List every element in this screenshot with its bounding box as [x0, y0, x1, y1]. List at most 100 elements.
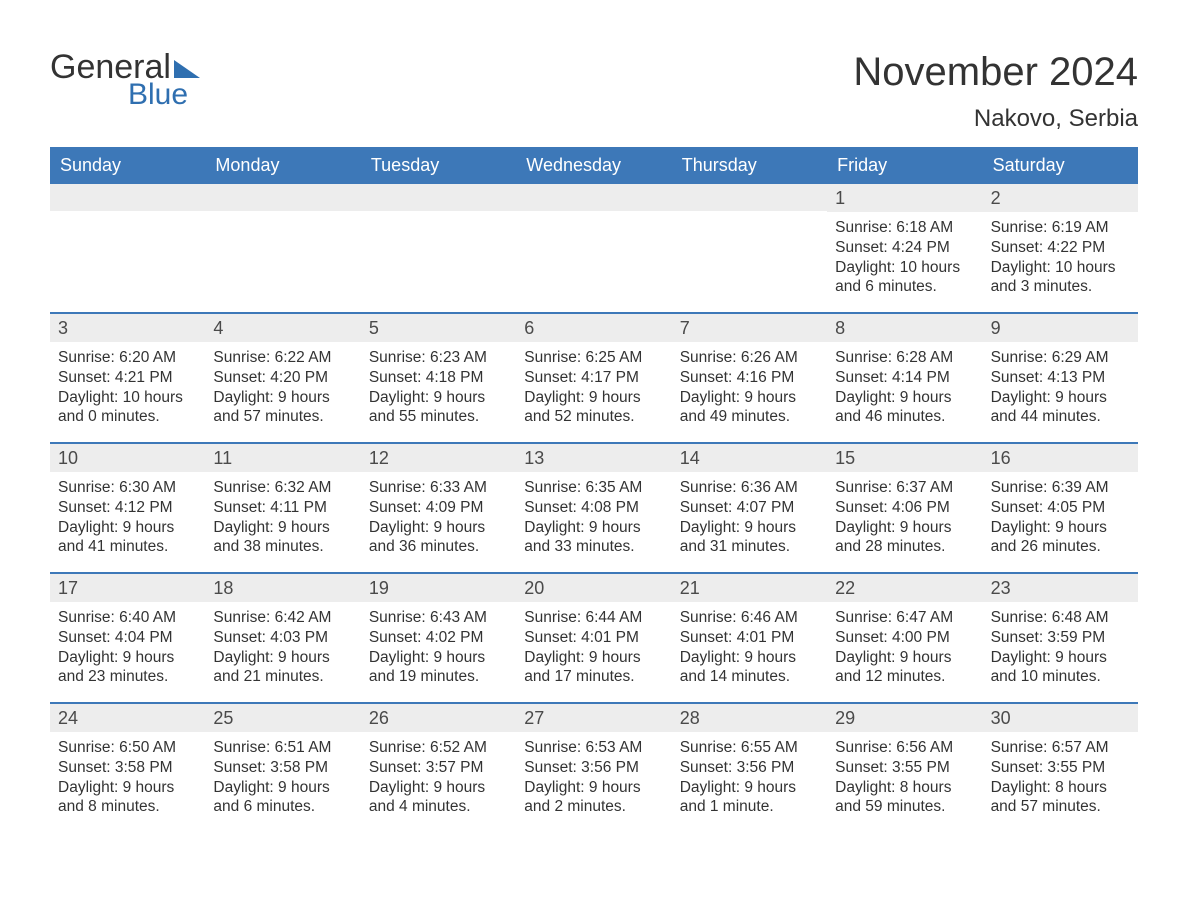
header: General Blue November 2024 Nakovo, Serbi… [50, 50, 1138, 133]
day-number: 1 [827, 184, 982, 212]
sunrise-text: Sunrise: 6:57 AM [991, 738, 1130, 758]
sunset-text: Sunset: 3:56 PM [680, 758, 819, 778]
day-details: Sunrise: 6:22 AMSunset: 4:20 PMDaylight:… [205, 342, 360, 435]
daylight-text: Daylight: 10 hours and 0 minutes. [58, 388, 197, 428]
day-details: Sunrise: 6:56 AMSunset: 3:55 PMDaylight:… [827, 732, 982, 825]
calendar-cell: 5Sunrise: 6:23 AMSunset: 4:18 PMDaylight… [361, 314, 516, 442]
calendar-cell: 1Sunrise: 6:18 AMSunset: 4:24 PMDaylight… [827, 184, 982, 312]
sunset-text: Sunset: 4:00 PM [835, 628, 974, 648]
calendar-cell: 23Sunrise: 6:48 AMSunset: 3:59 PMDayligh… [983, 574, 1138, 702]
daylight-text: Daylight: 9 hours and 26 minutes. [991, 518, 1130, 558]
sunset-text: Sunset: 4:05 PM [991, 498, 1130, 518]
day-number: 2 [983, 184, 1138, 212]
day-details: Sunrise: 6:18 AMSunset: 4:24 PMDaylight:… [827, 212, 982, 305]
daylight-text: Daylight: 9 hours and 33 minutes. [524, 518, 663, 558]
day-number: 25 [205, 704, 360, 732]
calendar-cell: 4Sunrise: 6:22 AMSunset: 4:20 PMDaylight… [205, 314, 360, 442]
sunrise-text: Sunrise: 6:47 AM [835, 608, 974, 628]
calendar-cell-empty [516, 184, 671, 312]
sunset-text: Sunset: 4:21 PM [58, 368, 197, 388]
day-details: Sunrise: 6:55 AMSunset: 3:56 PMDaylight:… [672, 732, 827, 825]
calendar-cell: 10Sunrise: 6:30 AMSunset: 4:12 PMDayligh… [50, 444, 205, 572]
day-details: Sunrise: 6:26 AMSunset: 4:16 PMDaylight:… [672, 342, 827, 435]
sunrise-text: Sunrise: 6:18 AM [835, 218, 974, 238]
calendar-cell: 9Sunrise: 6:29 AMSunset: 4:13 PMDaylight… [983, 314, 1138, 442]
dayname: Saturday [983, 147, 1138, 184]
sunset-text: Sunset: 4:13 PM [991, 368, 1130, 388]
sunrise-text: Sunrise: 6:29 AM [991, 348, 1130, 368]
day-number: 21 [672, 574, 827, 602]
sunset-text: Sunset: 3:58 PM [58, 758, 197, 778]
sunrise-text: Sunrise: 6:37 AM [835, 478, 974, 498]
sunset-text: Sunset: 3:55 PM [835, 758, 974, 778]
daylight-text: Daylight: 9 hours and 23 minutes. [58, 648, 197, 688]
calendar: SundayMondayTuesdayWednesdayThursdayFrid… [50, 147, 1138, 832]
day-number: 29 [827, 704, 982, 732]
daylight-text: Daylight: 8 hours and 57 minutes. [991, 778, 1130, 818]
calendar-cell: 14Sunrise: 6:36 AMSunset: 4:07 PMDayligh… [672, 444, 827, 572]
day-details: Sunrise: 6:23 AMSunset: 4:18 PMDaylight:… [361, 342, 516, 435]
day-number: 30 [983, 704, 1138, 732]
sunrise-text: Sunrise: 6:23 AM [369, 348, 508, 368]
daylight-text: Daylight: 9 hours and 12 minutes. [835, 648, 974, 688]
calendar-cell: 17Sunrise: 6:40 AMSunset: 4:04 PMDayligh… [50, 574, 205, 702]
sunset-text: Sunset: 4:24 PM [835, 238, 974, 258]
sunset-text: Sunset: 4:04 PM [58, 628, 197, 648]
day-number: 8 [827, 314, 982, 342]
calendar-cell: 24Sunrise: 6:50 AMSunset: 3:58 PMDayligh… [50, 704, 205, 832]
calendar-cell: 20Sunrise: 6:44 AMSunset: 4:01 PMDayligh… [516, 574, 671, 702]
daylight-text: Daylight: 9 hours and 38 minutes. [213, 518, 352, 558]
daylight-text: Daylight: 9 hours and 4 minutes. [369, 778, 508, 818]
sunrise-text: Sunrise: 6:40 AM [58, 608, 197, 628]
day-number: 15 [827, 444, 982, 472]
sunset-text: Sunset: 4:09 PM [369, 498, 508, 518]
daylight-text: Daylight: 9 hours and 57 minutes. [213, 388, 352, 428]
daylight-text: Daylight: 9 hours and 55 minutes. [369, 388, 508, 428]
sunset-text: Sunset: 3:56 PM [524, 758, 663, 778]
sunset-text: Sunset: 3:57 PM [369, 758, 508, 778]
sunset-text: Sunset: 4:06 PM [835, 498, 974, 518]
calendar-cell: 18Sunrise: 6:42 AMSunset: 4:03 PMDayligh… [205, 574, 360, 702]
sunrise-text: Sunrise: 6:56 AM [835, 738, 974, 758]
day-details: Sunrise: 6:42 AMSunset: 4:03 PMDaylight:… [205, 602, 360, 695]
day-details: Sunrise: 6:33 AMSunset: 4:09 PMDaylight:… [361, 472, 516, 565]
day-details: Sunrise: 6:25 AMSunset: 4:17 PMDaylight:… [516, 342, 671, 435]
sunset-text: Sunset: 3:55 PM [991, 758, 1130, 778]
sail-icon [174, 60, 200, 78]
calendar-cell: 16Sunrise: 6:39 AMSunset: 4:05 PMDayligh… [983, 444, 1138, 572]
day-number: 14 [672, 444, 827, 472]
week-row: 10Sunrise: 6:30 AMSunset: 4:12 PMDayligh… [50, 442, 1138, 572]
day-details: Sunrise: 6:46 AMSunset: 4:01 PMDaylight:… [672, 602, 827, 695]
day-details: Sunrise: 6:37 AMSunset: 4:06 PMDaylight:… [827, 472, 982, 565]
day-number: 11 [205, 444, 360, 472]
sunrise-text: Sunrise: 6:46 AM [680, 608, 819, 628]
day-details: Sunrise: 6:50 AMSunset: 3:58 PMDaylight:… [50, 732, 205, 825]
day-details: Sunrise: 6:20 AMSunset: 4:21 PMDaylight:… [50, 342, 205, 435]
calendar-cell-empty [361, 184, 516, 312]
calendar-cell: 21Sunrise: 6:46 AMSunset: 4:01 PMDayligh… [672, 574, 827, 702]
sunrise-text: Sunrise: 6:35 AM [524, 478, 663, 498]
calendar-cell: 19Sunrise: 6:43 AMSunset: 4:02 PMDayligh… [361, 574, 516, 702]
sunrise-text: Sunrise: 6:50 AM [58, 738, 197, 758]
sunset-text: Sunset: 4:03 PM [213, 628, 352, 648]
daylight-text: Daylight: 9 hours and 1 minute. [680, 778, 819, 818]
day-number [361, 184, 516, 211]
sunset-text: Sunset: 4:01 PM [524, 628, 663, 648]
sunset-text: Sunset: 4:08 PM [524, 498, 663, 518]
daylight-text: Daylight: 9 hours and 31 minutes. [680, 518, 819, 558]
day-number: 19 [361, 574, 516, 602]
day-details: Sunrise: 6:40 AMSunset: 4:04 PMDaylight:… [50, 602, 205, 695]
daylight-text: Daylight: 9 hours and 14 minutes. [680, 648, 819, 688]
day-number: 17 [50, 574, 205, 602]
month-title: November 2024 [853, 50, 1138, 95]
day-number: 4 [205, 314, 360, 342]
sunset-text: Sunset: 4:17 PM [524, 368, 663, 388]
sunset-text: Sunset: 4:12 PM [58, 498, 197, 518]
day-number: 12 [361, 444, 516, 472]
day-details: Sunrise: 6:44 AMSunset: 4:01 PMDaylight:… [516, 602, 671, 695]
sunset-text: Sunset: 4:01 PM [680, 628, 819, 648]
day-number [50, 184, 205, 211]
calendar-cell: 2Sunrise: 6:19 AMSunset: 4:22 PMDaylight… [983, 184, 1138, 312]
daylight-text: Daylight: 9 hours and 46 minutes. [835, 388, 974, 428]
title-block: November 2024 Nakovo, Serbia [853, 50, 1138, 133]
